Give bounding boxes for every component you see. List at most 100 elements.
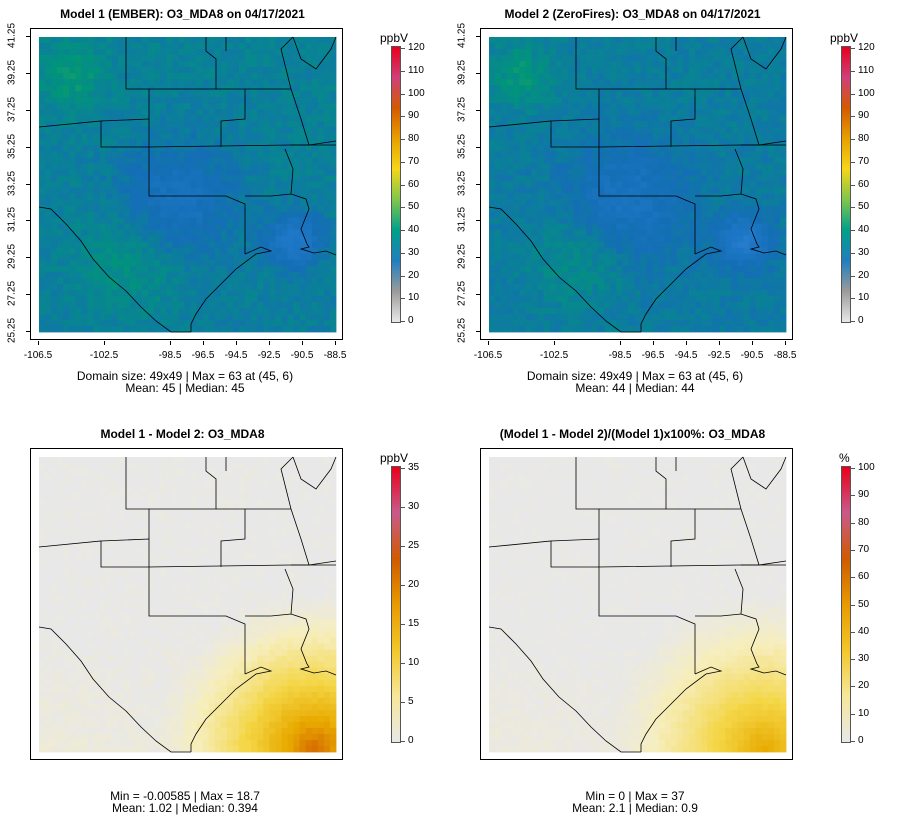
grid-cell [646,187,654,194]
grid-cell [251,55,258,62]
colorbar-gradient [841,46,851,323]
grid-cell [707,187,714,194]
grid-cell [184,241,191,249]
grid-cell [531,307,538,315]
grid-cell [299,97,307,104]
grid-cell [646,229,654,237]
grid-cell [555,133,563,140]
grid-cell [767,277,775,285]
grid-cell [317,103,325,110]
grid-cell [501,73,508,80]
grid-cell [329,289,337,297]
grid-cell [622,43,629,50]
grid-cell [123,73,131,80]
grid-cell [184,49,191,56]
grid-cell [525,283,532,291]
grid-cell [81,55,88,62]
grid-cell [178,193,185,200]
tick-mark [476,146,480,148]
grid-cell [743,49,751,56]
grid-cell [507,193,514,200]
grid-cell [561,175,569,182]
grid-cell [585,127,593,134]
grid-cell [45,199,52,206]
grid-cell [154,151,161,158]
grid-cell [719,217,726,225]
grid-cell [737,247,744,255]
grid-cell [57,253,64,261]
grid-cell [232,175,240,182]
lat-tick-label: 27.25 [6,281,18,307]
grid-cell [105,127,113,134]
grid-cell [713,235,720,243]
grid-cell [293,253,301,261]
grid-cell [561,205,569,212]
grid-cell [749,151,757,158]
grid-cell [45,229,52,237]
boundary-line [488,120,696,254]
grid-cell [269,37,276,44]
grid-cell [123,307,131,315]
grid-cell [117,271,125,279]
grid-cell [263,85,270,92]
grid-cell [719,145,726,152]
grid-cell [239,115,246,122]
grid-cell [713,229,720,237]
grid-cell [707,259,714,267]
grid-cell [495,37,502,44]
grid-cell [622,115,629,122]
grid-cell [610,277,617,285]
grid-cell [767,319,775,327]
grid-cell [682,319,690,327]
grid-cell [281,313,288,321]
grid-cell [561,283,569,291]
grid-cell [148,235,155,243]
grid-cell [214,85,222,92]
grid-cell [579,205,587,212]
grid-cell [263,187,270,194]
grid-cell [208,43,216,50]
grid-cell [81,301,88,309]
grid-cell [604,49,611,56]
grid-cell [202,139,210,146]
grid-cell [495,307,502,315]
grid-cell [779,103,787,110]
grid-cell [87,283,94,291]
grid-cell [226,259,234,267]
grid-cell [495,277,502,285]
grid-cell [172,295,179,303]
grid-cell [773,199,781,206]
grid-cell [275,193,282,200]
grid-cell [311,97,319,104]
grid-cell [676,295,684,303]
grid-cell [610,181,617,188]
grid-cell [658,103,666,110]
grid-cell [579,175,587,182]
grid-cell [39,157,46,164]
grid-cell [731,169,738,176]
grid-cell [755,109,763,116]
grid-cell [743,247,751,255]
grid-cell [105,169,113,176]
grid-cell [184,67,191,74]
grid-cell [634,253,641,261]
grid-cell [99,277,107,285]
grid-cell [670,229,678,237]
grid-cell [129,193,137,200]
grid-cell [543,325,551,333]
grid-cell [537,277,544,285]
grid-cell [75,307,82,315]
grid-cell [142,241,149,249]
grid-cell [682,187,690,194]
grid-cell [519,295,526,303]
boundary-line [734,148,744,195]
grid-cell [549,307,557,315]
grid-cell [755,181,763,188]
grid-cell [531,109,538,116]
grid-cell [658,151,666,158]
grid-cell [45,55,52,62]
grid-cell [640,277,647,285]
grid-cell [555,169,563,176]
grid-cell [634,55,641,62]
grid-cell [719,127,726,134]
